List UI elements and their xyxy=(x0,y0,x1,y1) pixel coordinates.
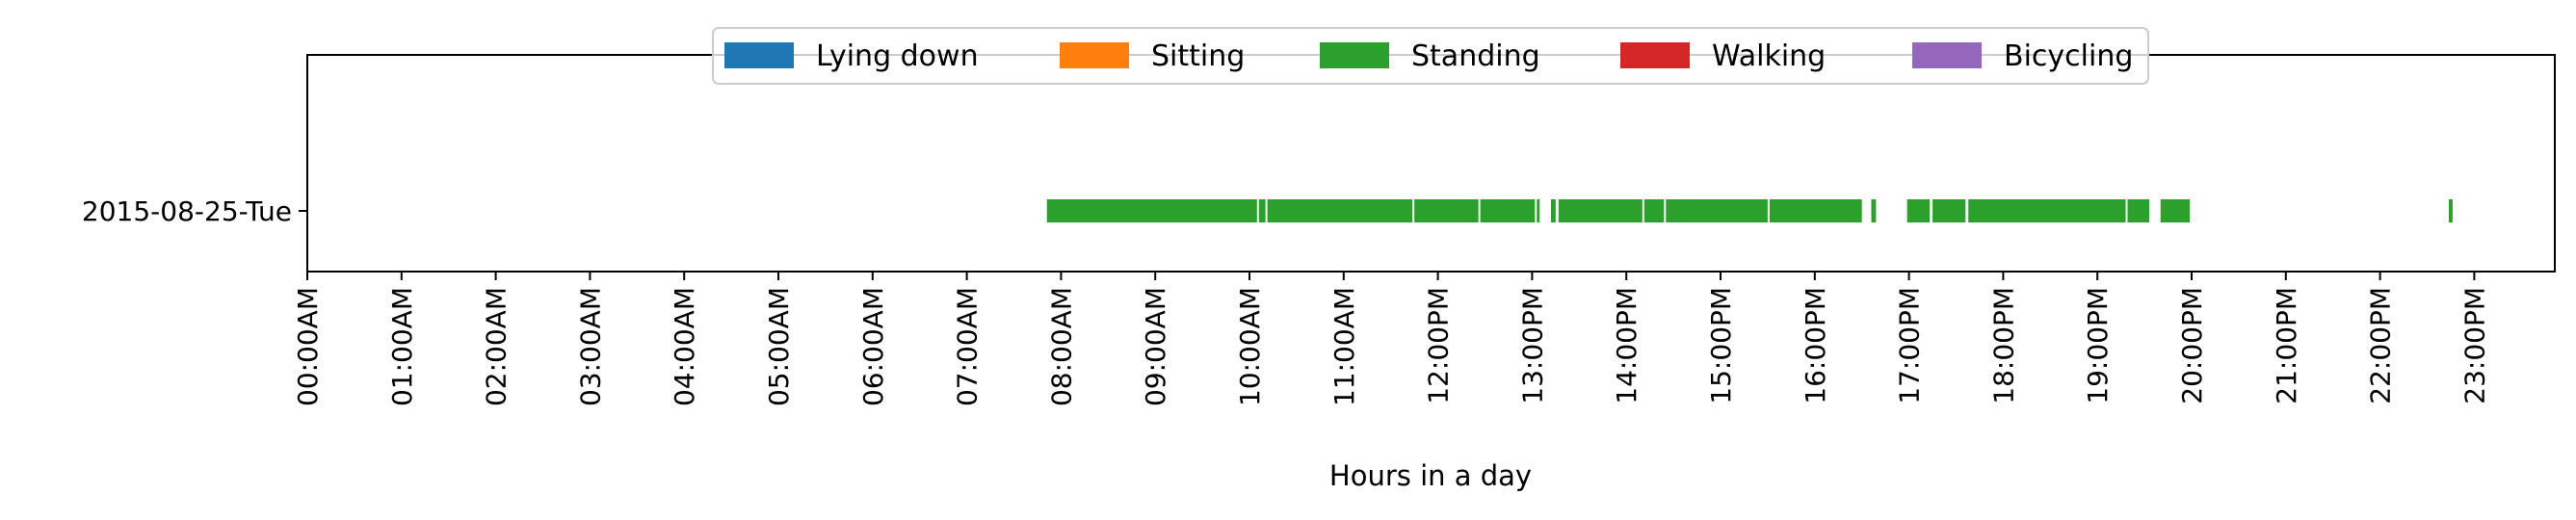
x-tick-label: 22:00PM xyxy=(2365,287,2397,404)
bar-standing-15 xyxy=(2127,199,2149,222)
legend-label-walking: Walking xyxy=(1712,39,1826,73)
x-tick-label: 14:00PM xyxy=(1611,287,1643,404)
bar-standing-5 xyxy=(1537,199,1540,222)
x-tick-label: 21:00PM xyxy=(2271,287,2302,404)
bars-layer xyxy=(1046,199,2453,222)
bar-standing-1 xyxy=(1258,199,1266,222)
x-tick-label: 15:00PM xyxy=(1705,287,1737,404)
bar-standing-8 xyxy=(1643,199,1665,222)
x-tick-label: 13:00PM xyxy=(1516,287,1548,404)
x-tick-label: 09:00AM xyxy=(1140,287,1171,406)
legend-frame xyxy=(712,27,2149,85)
legend-label-lying-down: Lying down xyxy=(816,39,979,73)
x-tick-label: 02:00AM xyxy=(481,287,513,406)
x-tick-label: 04:00AM xyxy=(669,287,700,406)
x-tick-label: 18:00PM xyxy=(1987,287,2019,404)
bar-standing-13 xyxy=(1932,199,1966,222)
bar-standing-3 xyxy=(1414,199,1479,222)
x-tick-label: 01:00AM xyxy=(386,287,418,406)
legend-label-bicycling: Bicycling xyxy=(2004,39,2133,73)
bar-standing-10 xyxy=(1769,199,1862,222)
bar-standing-6 xyxy=(1550,199,1556,222)
bar-standing-12 xyxy=(1906,199,1931,222)
legend-swatch-walking xyxy=(1620,42,1690,68)
bar-standing-11 xyxy=(1871,199,1877,222)
legend-label-standing: Standing xyxy=(1411,39,1540,73)
bar-standing-4 xyxy=(1480,199,1536,222)
x-tick-label: 12:00PM xyxy=(1423,287,1455,404)
legend-swatch-bicycling xyxy=(1912,42,1982,68)
x-tick-label: 20:00PM xyxy=(2176,287,2208,404)
legend-swatch-lying-down xyxy=(724,42,794,68)
x-tick-label: 11:00AM xyxy=(1328,287,1360,406)
x-tick-label: 10:00AM xyxy=(1234,287,1266,406)
x-tick-label: 16:00PM xyxy=(1800,287,1831,404)
bar-standing-7 xyxy=(1558,199,1643,222)
x-tick-label: 00:00AM xyxy=(292,287,324,406)
y-axis: 2015-08-25-Tue xyxy=(82,195,307,227)
x-tick-label: 08:00AM xyxy=(1045,287,1077,406)
x-tick-label: 17:00PM xyxy=(1894,287,1926,404)
bar-standing-14 xyxy=(1968,199,2126,222)
legend-swatch-sitting xyxy=(1060,42,1129,68)
y-tick-label: 2015-08-25-Tue xyxy=(82,195,292,227)
x-axis: 00:00AM 01:00AM 02:00AM 03:00AM 04:00AM 05:00… xyxy=(292,272,2490,406)
x-tick-label: 06:00AM xyxy=(857,287,889,406)
legend: Lying down Sitting Standing Walking Bicyclin… xyxy=(712,27,2149,85)
bar-standing-9 xyxy=(1666,199,1768,222)
legend-label-sitting: Sitting xyxy=(1151,39,1245,73)
x-axis-label: Hours in a day xyxy=(1329,459,1532,492)
x-tick-label: 19:00PM xyxy=(2082,287,2114,404)
x-tick-label: 05:00AM xyxy=(763,287,795,406)
bar-standing-0 xyxy=(1046,199,1257,222)
plot-frame xyxy=(306,54,2556,273)
bar-standing-2 xyxy=(1267,199,1413,222)
x-tick-label: 23:00PM xyxy=(2458,287,2490,404)
bar-standing-17 xyxy=(2448,199,2453,222)
x-tick-label: 03:00AM xyxy=(574,287,606,406)
bar-standing-16 xyxy=(2160,199,2191,222)
x-tick-label: 07:00AM xyxy=(952,287,984,406)
legend-swatch-standing xyxy=(1320,42,1389,68)
